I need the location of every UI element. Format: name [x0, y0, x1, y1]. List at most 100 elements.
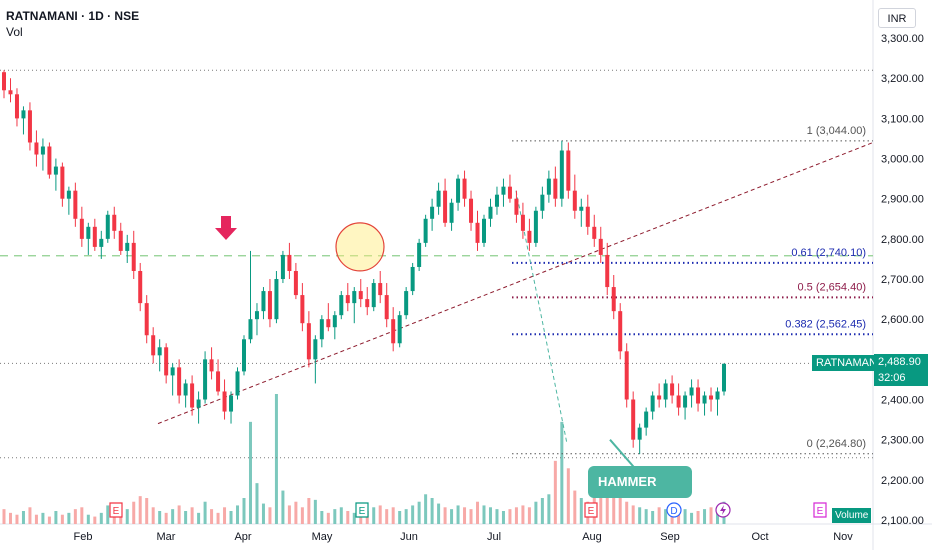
volume-bar [313, 499, 317, 524]
volume-bar [248, 421, 252, 524]
projection-line[interactable] [515, 190, 568, 444]
price-tick-label: 3,300.00 [881, 33, 924, 45]
candle-body [423, 218, 428, 243]
volume-bar [236, 505, 240, 524]
candle-body [73, 190, 78, 219]
volume-bar [28, 507, 32, 524]
volume-bar [99, 512, 103, 524]
down-arrow-icon[interactable] [215, 216, 237, 240]
volume-bar [605, 475, 609, 524]
candle-body [151, 335, 156, 356]
earnings-icon[interactable] [584, 502, 598, 518]
volume-bar [404, 509, 408, 524]
volume-bar [709, 507, 713, 524]
candle-body [60, 166, 65, 199]
earnings-icon[interactable] [355, 502, 369, 518]
volume-bar [60, 514, 64, 524]
volume-bar [274, 394, 278, 524]
price-tick-label: 2,300.00 [881, 435, 924, 447]
volume-bar [521, 505, 525, 524]
time-tick-label: Aug [582, 531, 602, 543]
time-tick-label: Mar [157, 531, 176, 543]
volume-bar [261, 503, 265, 524]
ascending-trendline[interactable] [157, 142, 874, 425]
volume-bar [553, 460, 557, 524]
candle-body [326, 319, 331, 328]
volume-bar [300, 507, 304, 524]
candle-body [618, 311, 623, 352]
volume-bar [417, 501, 421, 524]
candle-body [47, 146, 52, 175]
time-tick-label: May [312, 531, 333, 543]
volume-bar [80, 507, 84, 524]
candle-body [92, 226, 97, 247]
dividend-icon[interactable] [666, 502, 682, 518]
volume-bar [281, 490, 285, 524]
volume-bar [171, 509, 175, 524]
candle-body [144, 303, 149, 336]
volume-bar [560, 421, 564, 524]
volume-bar [540, 498, 544, 524]
highlight-circle[interactable] [335, 222, 385, 272]
earnings-icon-letter: E [359, 506, 366, 517]
candle-body [605, 254, 610, 288]
candle-body [8, 90, 13, 95]
volume-bar [424, 494, 428, 524]
candle-body [443, 190, 448, 223]
volume-bar [514, 507, 518, 524]
candle-body [242, 339, 246, 372]
candle-body [462, 178, 467, 199]
candle-body [27, 110, 32, 143]
volume-bar [320, 511, 324, 524]
candle-body [676, 395, 681, 408]
earnings-icon[interactable] [813, 502, 827, 518]
candle-body [540, 194, 545, 211]
candle-body [216, 371, 221, 392]
fibonacci-retracement[interactable]: 1 (3,044.00) 0.61 (2,740.10) 0.5 (2,654.40… [512, 125, 873, 455]
candle-body [118, 230, 123, 251]
volume-bar [287, 505, 291, 524]
volume-bar [21, 511, 25, 524]
price-tick-label: 2,700.00 [881, 274, 924, 286]
volume-bar [67, 512, 71, 524]
volume-bar [339, 507, 343, 524]
time-tick-label: Oct [751, 531, 768, 543]
volume-bar [391, 507, 395, 524]
volume-bar [378, 505, 382, 524]
volume-bar [333, 509, 337, 524]
candle-body [86, 226, 91, 239]
currency-button[interactable]: INR [878, 8, 916, 28]
volume-bar [268, 507, 272, 524]
fib-level-label: 0 (2,264.80) [807, 438, 866, 450]
time-axis[interactable]: Feb Mar Apr May Jun Jul Aug Sep Oct Nov [74, 531, 854, 543]
hammer-callout[interactable]: HAMMER [588, 466, 692, 498]
earnings-icon-letter: E [588, 506, 595, 517]
volume-bar [690, 512, 694, 524]
candle-body [345, 295, 350, 304]
time-tick-label: Jul [487, 531, 501, 543]
price-tick-label: 2,100.00 [881, 515, 924, 527]
candle-body [384, 295, 389, 320]
candle-body [559, 150, 564, 199]
candle-body [358, 291, 363, 300]
candle-body [254, 311, 259, 320]
candle-body [631, 399, 636, 440]
candle-body [157, 347, 162, 356]
volume-bar [197, 512, 201, 524]
current-price: 2,488.90 [878, 356, 921, 368]
earnings-icon[interactable] [109, 502, 123, 518]
candle-body [196, 399, 201, 408]
candle-body [300, 295, 305, 324]
volume-bar [469, 509, 473, 524]
candle-body [365, 299, 370, 308]
chart-annotations[interactable] [215, 216, 385, 272]
price-axis[interactable]: 3,300.00 3,200.00 3,100.00 3,000.00 2,900.00… [881, 33, 924, 527]
candle-body [611, 287, 616, 312]
candle-body [702, 395, 707, 404]
fib-level-label: 0.382 (2,562.45) [785, 318, 866, 330]
price-tick-label: 2,200.00 [881, 475, 924, 487]
candle-body [469, 198, 474, 223]
